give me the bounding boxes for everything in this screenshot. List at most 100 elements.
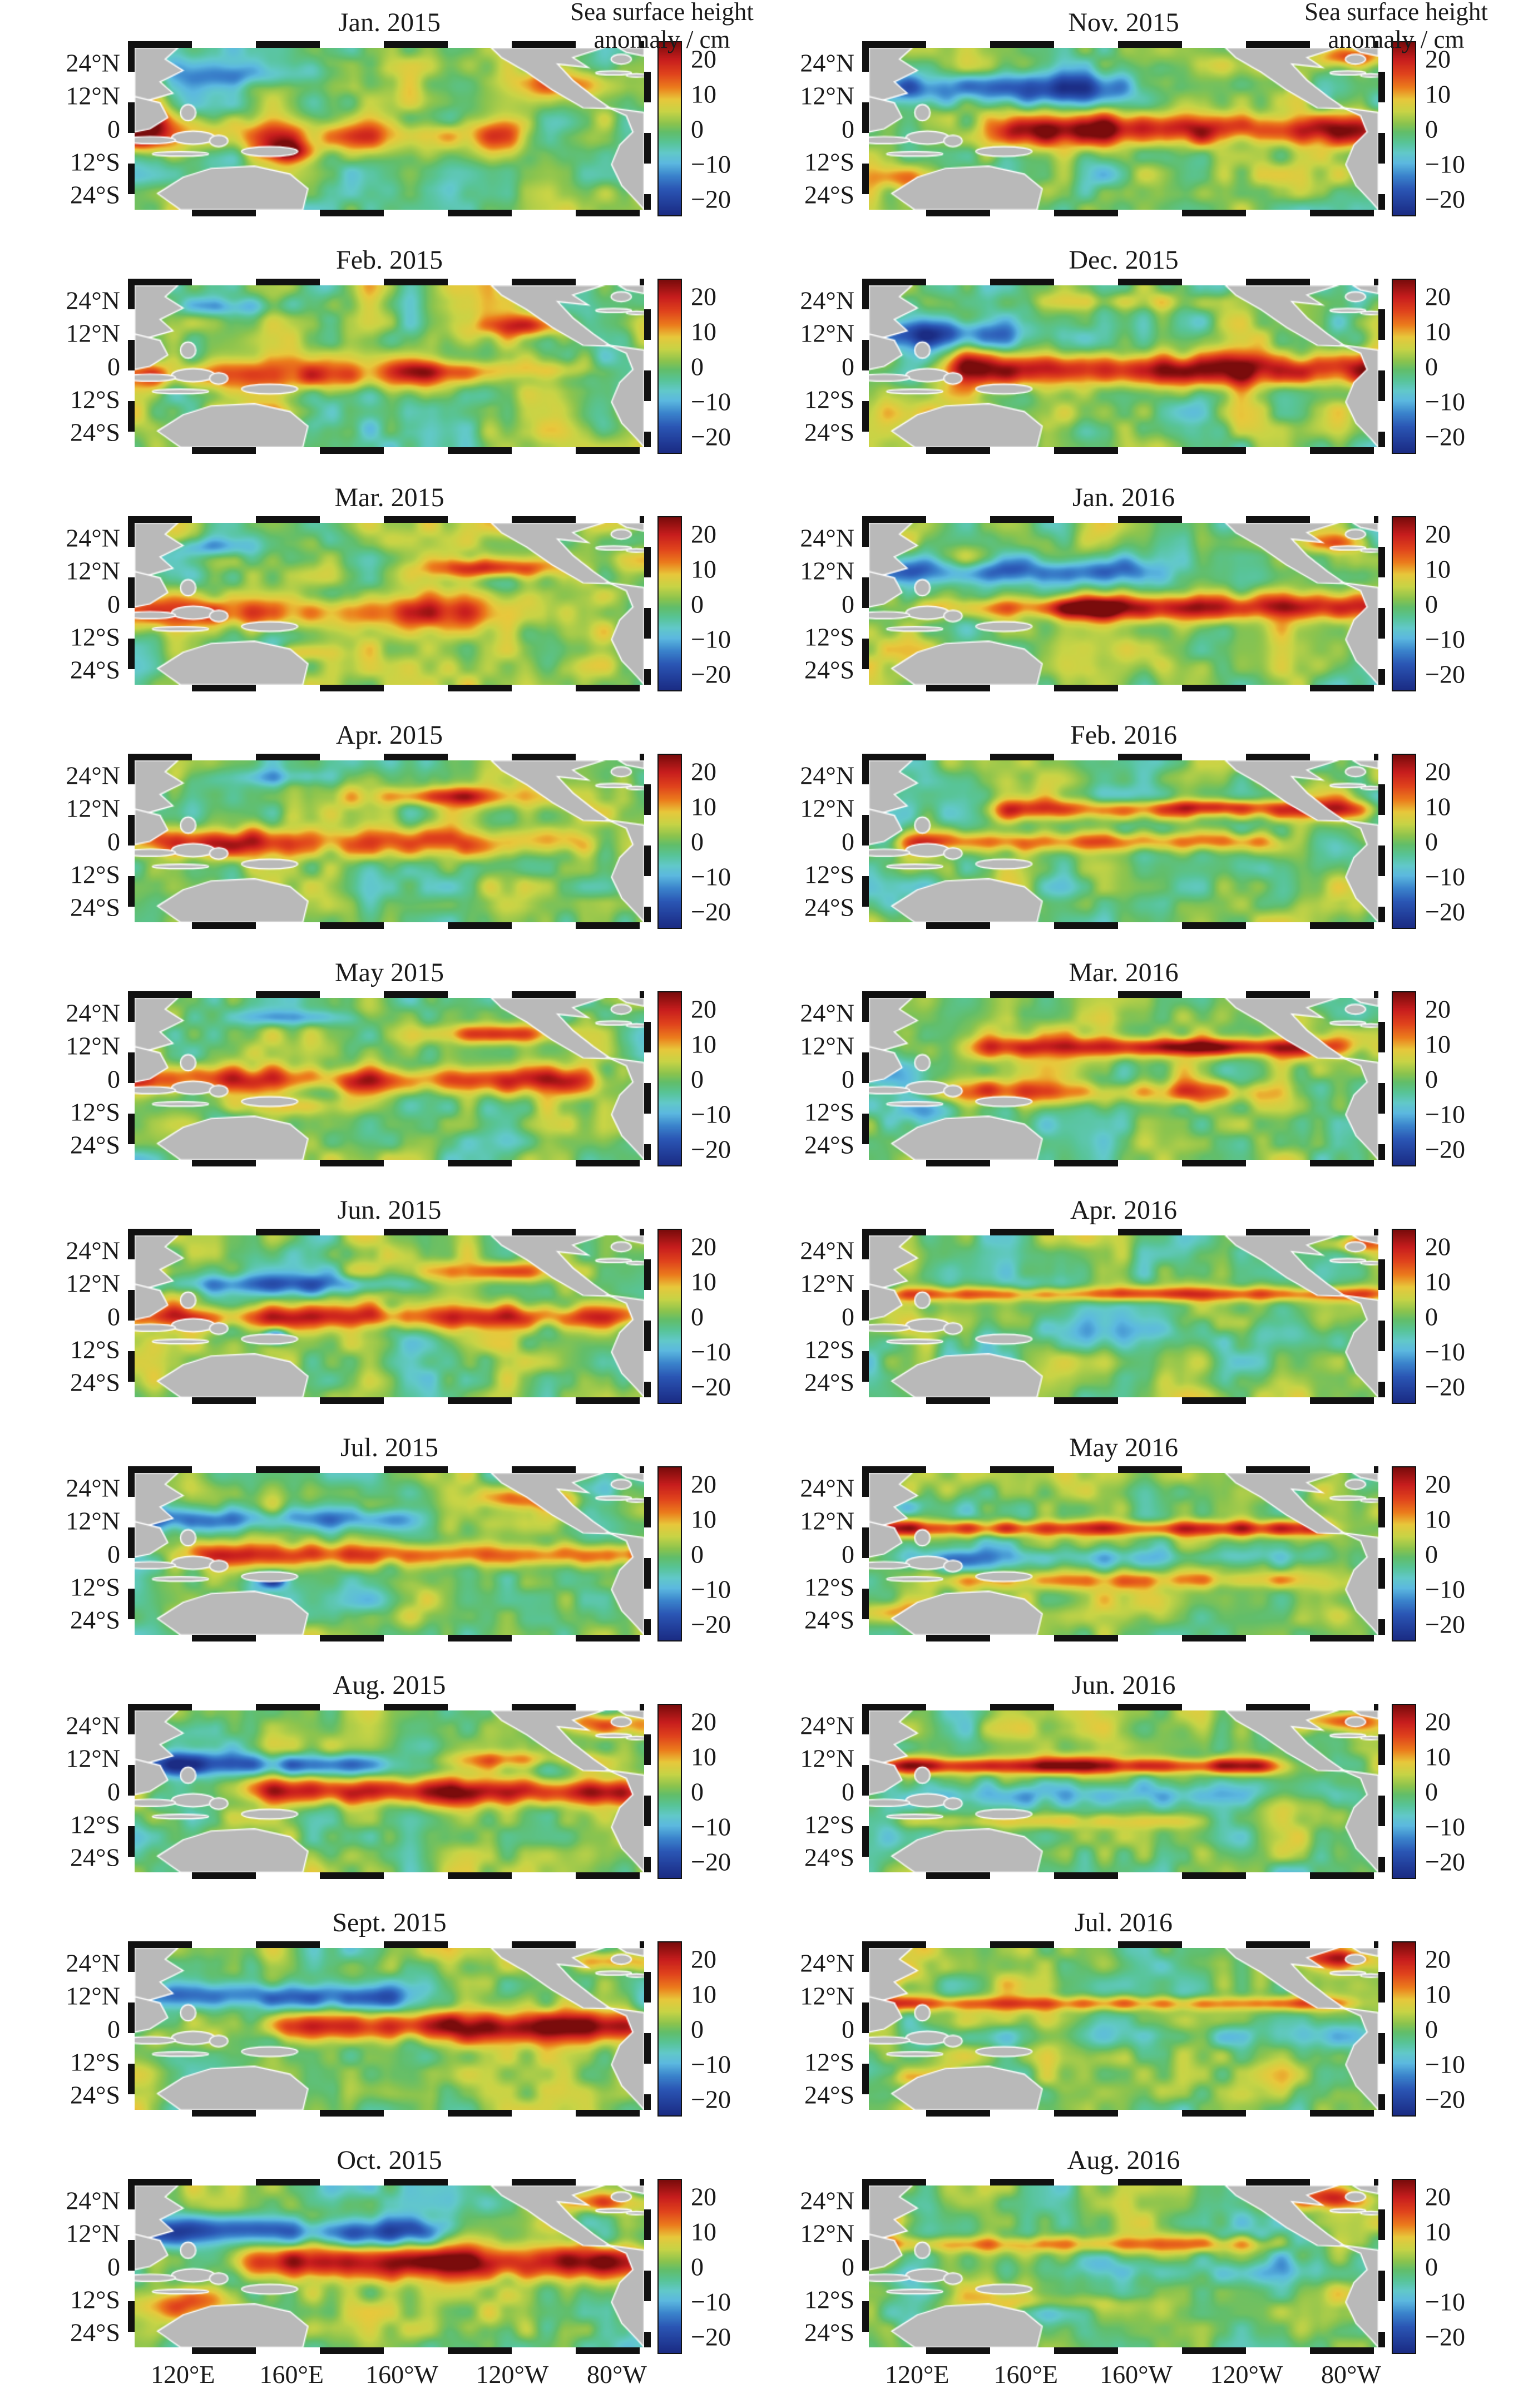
colorbar-canvas <box>1392 41 1416 216</box>
colorbar-wrap: 20 10 0 −10 −20 <box>657 1704 740 1879</box>
colorbar-axis: 20 10 0 −10 −20 <box>682 1704 740 1879</box>
lat-tick-label: 12°S <box>70 2285 120 2314</box>
colorbar-tick-label: 0 <box>1425 590 1438 618</box>
colorbar-axis: 20 10 0 −10 −20 <box>682 754 740 929</box>
lon-tick-label: 120°W <box>476 2360 549 2389</box>
panel-body: 24°N 12°N 0 12°S 24°S 20 10 0 −10 −20 <box>773 1704 1491 1879</box>
map-frame <box>128 1704 651 1879</box>
ssh-anomaly-map-canvas <box>869 523 1378 685</box>
colorbar-tick-label: 10 <box>1425 1267 1451 1296</box>
map-neatline-left <box>862 516 869 691</box>
lat-tick-label: 24°N <box>66 1711 120 1740</box>
map-neatline-right <box>1378 516 1385 691</box>
lon-tick-label: 80°W <box>1321 2360 1381 2389</box>
colorbar-tick-label: 10 <box>1425 1742 1451 1771</box>
ssh-anomaly-map-canvas <box>135 1235 644 1397</box>
map-neatline-bottom <box>128 922 651 929</box>
ssh-anomaly-map-canvas <box>135 760 644 922</box>
map-neatline-right <box>1378 1466 1385 1641</box>
lat-tick-label: 12°N <box>66 794 120 823</box>
colorbar-wrap: 20 10 0 −10 −20 <box>1392 516 1474 691</box>
lon-tick-label: 160°E <box>259 2360 324 2389</box>
colorbar-tick-label: 0 <box>1425 1777 1438 1806</box>
map-neatline-top <box>862 2179 1385 2186</box>
colorbar-tick-label: −20 <box>1425 2322 1465 2351</box>
colorbar-canvas <box>1392 279 1416 454</box>
lat-tick-label: 24°N <box>66 2186 120 2215</box>
lat-tick-label: 0 <box>107 2252 120 2281</box>
lat-tick-label: 24°N <box>66 761 120 790</box>
panel-body: 24°N 12°N 0 12°S 24°S 20 10 0 −10 −20 <box>773 516 1491 691</box>
colorbar-tick-label: −10 <box>1425 2287 1465 2316</box>
map-neatline-right <box>644 1941 651 2117</box>
colorbar-tick-label: −10 <box>1425 1812 1465 1841</box>
colorbar-wrap: 20 10 0 −10 −20 <box>657 41 740 216</box>
map-neatline-left <box>128 516 135 691</box>
colorbar-tick-label: −10 <box>691 1812 731 1841</box>
colorbar-tick-label: 20 <box>1425 520 1451 548</box>
map-neatline-bottom <box>128 685 651 691</box>
ssh-panel: Feb. 2016 24°N 12°N 0 12°S 24°S 20 10 0 −10 −20 <box>773 714 1491 951</box>
map-neatline-top <box>862 754 1385 760</box>
ssh-panel: Jul. 2015 24°N 12°N 0 12°S 24°S 20 10 0 −10 −20 <box>39 1426 756 1664</box>
lat-tick-label: 24°N <box>800 1474 854 1502</box>
lat-tick-label: 12°N <box>800 81 854 110</box>
map-neatline-top <box>862 279 1385 285</box>
colorbar-tick-label: 10 <box>691 2217 716 2246</box>
lat-tick-label: 0 <box>842 115 854 143</box>
ssh-anomaly-map-canvas <box>869 48 1378 210</box>
lat-tick-label: 12°N <box>66 556 120 585</box>
ssh-anomaly-map-canvas <box>869 1948 1378 2110</box>
lat-tick-label: 0 <box>107 1065 120 1093</box>
figure-column-right: Sea surface height anomaly / cm Nov. 2015… <box>773 0 1491 2389</box>
colorbar-canvas <box>657 279 682 454</box>
ssh-panel: Apr. 2015 24°N 12°N 0 12°S 24°S 20 10 0 −10 −20 <box>39 714 756 951</box>
lat-tick-label: 24°N <box>800 1236 854 1265</box>
lat-tick-label: 24°N <box>800 48 854 77</box>
colorbar-tick-label: 20 <box>691 44 716 73</box>
latitude-axis: 24°N 12°N 0 12°S 24°S <box>773 754 862 929</box>
colorbar-tick-label: −20 <box>1425 2085 1465 2113</box>
panel-body: 24°N 12°N 0 12°S 24°S 20 10 0 −10 −20 <box>773 1941 1491 2117</box>
map-neatline-bottom <box>128 2347 651 2354</box>
colorbar-tick-label: −20 <box>691 897 731 926</box>
panel-body: 24°N 12°N 0 12°S 24°S 20 10 0 −10 −20 <box>39 1941 756 2117</box>
colorbar-tick-label: 10 <box>1425 1505 1451 1533</box>
colorbar-tick-label: 10 <box>691 1980 716 2008</box>
panel-body: 24°N 12°N 0 12°S 24°S 20 10 0 −10 −20 <box>39 1229 756 1404</box>
ssh-anomaly-map-canvas <box>135 48 644 210</box>
colorbar-wrap: 20 10 0 −10 −20 <box>1392 1466 1474 1641</box>
map-neatline-bottom <box>128 2110 651 2117</box>
colorbar-tick-label: 10 <box>691 317 716 345</box>
colorbar-wrap: 20 10 0 −10 −20 <box>657 754 740 929</box>
lat-tick-label: 12°N <box>800 1744 854 1773</box>
colorbar-wrap: 20 10 0 −10 −20 <box>1392 279 1474 454</box>
colorbar-tick-label: −10 <box>691 150 731 178</box>
map-neatline-left <box>862 2179 869 2354</box>
map-neatline-bottom <box>862 447 1385 454</box>
colorbar-tick-label: 10 <box>691 1742 716 1771</box>
ssh-panel: May 2015 24°N 12°N 0 12°S 24°S 20 10 0 −10 −20 <box>39 951 756 1189</box>
lat-tick-label: 24°S <box>70 2080 120 2109</box>
colorbar-tick-label: −10 <box>1425 2050 1465 2078</box>
lat-tick-label: 12°N <box>66 2219 120 2248</box>
lat-tick-label: 24°S <box>804 2318 854 2347</box>
colorbar-tick-label: 20 <box>1425 1945 1451 1973</box>
colorbar-tick-label: −10 <box>1425 862 1465 891</box>
colorbar-tick-label: 10 <box>1425 555 1451 583</box>
latitude-axis: 24°N 12°N 0 12°S 24°S <box>39 1941 128 2117</box>
panel-body: 24°N 12°N 0 12°S 24°S 20 10 0 −10 −20 <box>39 754 756 929</box>
lat-tick-label: 12°S <box>70 1573 120 1601</box>
colorbar-wrap: 20 10 0 −10 −20 <box>657 516 740 691</box>
ssh-panel: Mar. 2015 24°N 12°N 0 12°S 24°S 20 10 0 −10 −20 <box>39 476 756 714</box>
lat-tick-label: 24°N <box>66 1474 120 1502</box>
lat-tick-label: 24°S <box>70 1130 120 1159</box>
panel-body: 24°N 12°N 0 12°S 24°S 20 10 0 −10 −20 <box>773 279 1491 454</box>
colorbar-tick-label: 20 <box>691 520 716 548</box>
colorbar-axis: 20 10 0 −10 −20 <box>1416 991 1474 1166</box>
lat-tick-label: 24°S <box>70 1605 120 1634</box>
lon-tick-label: 160°W <box>365 2360 438 2389</box>
map-neatline-top <box>862 41 1385 48</box>
colorbar-tick-label: −20 <box>1425 1847 1465 1876</box>
figure-column-left: Sea surface height anomaly / cm Jan. 2015… <box>39 0 756 2389</box>
